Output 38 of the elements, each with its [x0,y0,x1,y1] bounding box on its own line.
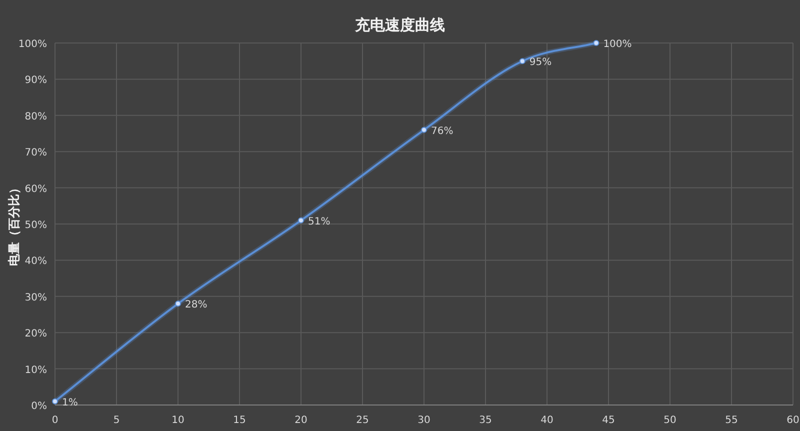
x-tick-label: 0 [52,415,58,426]
point [298,217,304,224]
y-tick-label: 10% [24,364,47,376]
chart-title: 充电速度曲线 [354,16,445,34]
y-tick-label: 30% [24,292,47,304]
point [52,398,58,404]
point [593,40,600,46]
point [175,300,181,307]
y-tick-label: 0% [31,401,47,412]
x-tick-label: 5 [113,415,120,426]
x-tick-label: 10 [172,415,184,426]
x-tick-label: 50 [664,415,676,426]
x-tick-label: 60 [786,415,800,426]
data-label: 95% [529,57,552,68]
y-axis-title: 电量（百分比） [7,182,21,266]
x-tick-label: 35 [479,415,492,426]
x-tick-label: 25 [356,415,369,426]
y-tick-label: 80% [24,111,47,122]
y-tick-label: 60% [24,184,47,195]
x-tick-label: 55 [725,415,738,426]
y-tick-label: 40% [24,256,47,268]
y-tick-label: 90% [24,75,47,86]
x-tick-label: 40 [540,415,554,426]
y-tick-label: 100% [18,39,47,50]
y-tick-label: 50% [24,220,47,231]
data-label: 51% [308,216,330,228]
y-tick-label: 70% [24,148,47,159]
y-tick-label: 20% [24,328,47,340]
point [519,58,526,64]
data-label: 100% [603,39,632,50]
x-tick-label: 20 [294,415,308,426]
x-tick-label: 15 [233,415,246,426]
point [421,126,427,133]
data-label: 76% [431,126,454,137]
data-label: 1% [62,397,78,408]
data-label: 28% [185,300,208,311]
x-tick-label: 30 [418,415,430,426]
x-tick-label: 45 [602,415,615,426]
